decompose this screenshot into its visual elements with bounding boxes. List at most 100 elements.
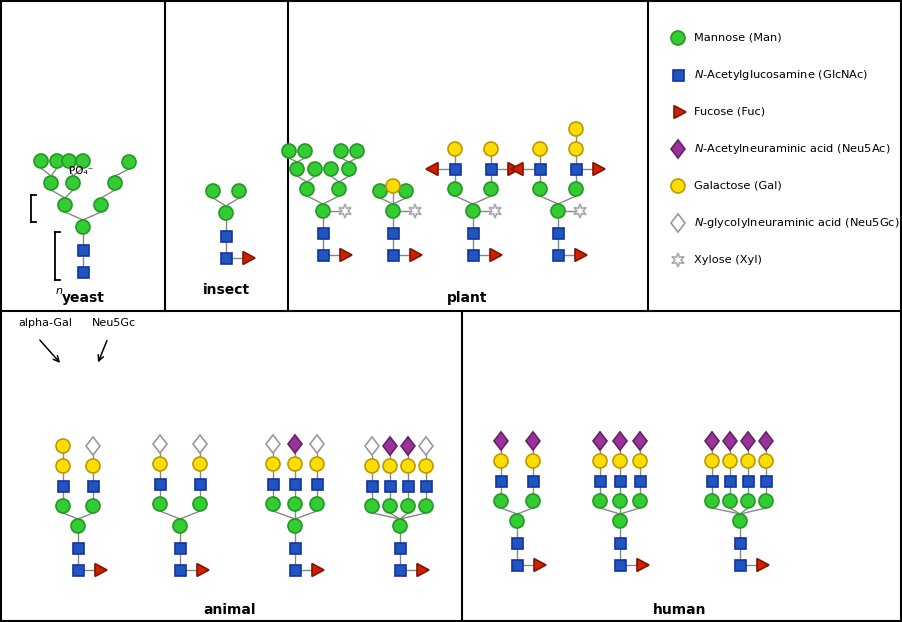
Text: $N$-glycolylneuraminic acid (Neu5Gc): $N$-glycolylneuraminic acid (Neu5Gc) [694,216,899,230]
Bar [594,475,605,486]
Polygon shape [490,249,502,261]
Circle shape [723,454,737,468]
Bar [634,475,646,486]
Circle shape [386,204,400,218]
Circle shape [153,457,167,471]
Bar [706,475,717,486]
Bar [614,560,625,570]
Circle shape [373,184,387,198]
Polygon shape [417,564,429,577]
Bar [195,478,206,490]
Bar [72,542,84,554]
Circle shape [219,206,233,220]
Circle shape [290,162,304,176]
Circle shape [593,494,607,508]
Text: Galactose (Gal): Galactose (Gal) [694,181,782,191]
Circle shape [386,179,400,193]
Polygon shape [339,204,351,218]
Bar [366,481,378,491]
Polygon shape [426,162,438,175]
Bar [388,228,399,238]
Text: animal: animal [204,603,256,617]
Polygon shape [401,437,415,455]
Polygon shape [526,432,540,450]
Bar [553,228,564,238]
Circle shape [533,142,547,156]
Circle shape [759,454,773,468]
Circle shape [526,494,540,508]
Circle shape [484,182,498,196]
Text: yeast: yeast [61,291,105,305]
Bar [311,478,323,490]
Polygon shape [197,564,209,577]
Polygon shape [86,437,100,455]
Text: n: n [56,286,63,296]
Text: alpha-Gal: alpha-Gal [18,318,72,328]
Circle shape [193,457,207,471]
Circle shape [466,204,480,218]
Bar [420,481,431,491]
Circle shape [300,182,314,196]
Circle shape [365,499,379,513]
Circle shape [741,494,755,508]
Text: Neu5Gc: Neu5Gc [92,318,136,328]
Circle shape [76,220,90,234]
Polygon shape [288,435,302,453]
Circle shape [723,494,737,508]
Circle shape [288,519,302,533]
Circle shape [298,144,312,158]
Bar [614,537,625,549]
Bar [154,478,165,490]
Bar [724,475,735,486]
Circle shape [671,31,685,45]
Polygon shape [637,559,649,572]
Bar [388,249,399,261]
Circle shape [324,162,338,176]
Circle shape [266,497,280,511]
Bar [78,266,88,277]
Bar [58,481,69,491]
Circle shape [56,439,70,453]
Bar [384,481,395,491]
Circle shape [569,142,583,156]
Circle shape [494,454,508,468]
Circle shape [282,144,296,158]
Polygon shape [95,564,107,577]
Bar [467,249,478,261]
Polygon shape [410,249,422,261]
Bar [394,542,406,554]
Circle shape [633,454,647,468]
Circle shape [153,497,167,511]
Circle shape [401,459,415,473]
Circle shape [419,459,433,473]
Circle shape [383,459,397,473]
Circle shape [193,497,207,511]
Polygon shape [672,253,684,267]
Circle shape [316,204,330,218]
Polygon shape [674,106,686,118]
Polygon shape [243,252,255,264]
Circle shape [56,499,70,513]
Polygon shape [511,162,523,175]
Polygon shape [593,432,607,450]
Circle shape [593,454,607,468]
Circle shape [448,182,462,196]
Bar [174,565,186,575]
Polygon shape [193,435,207,453]
Bar [485,164,496,175]
Circle shape [613,454,627,468]
Bar [318,228,328,238]
Bar [220,253,232,264]
Text: insect: insect [202,283,250,297]
Polygon shape [365,437,379,455]
Text: Mannose (Man): Mannose (Man) [694,33,782,43]
Circle shape [173,519,187,533]
Polygon shape [340,249,352,261]
Circle shape [310,497,324,511]
Circle shape [383,499,397,513]
Bar [72,565,84,575]
Circle shape [310,457,324,471]
Circle shape [86,499,100,513]
Bar [734,537,745,549]
Bar [290,565,300,575]
